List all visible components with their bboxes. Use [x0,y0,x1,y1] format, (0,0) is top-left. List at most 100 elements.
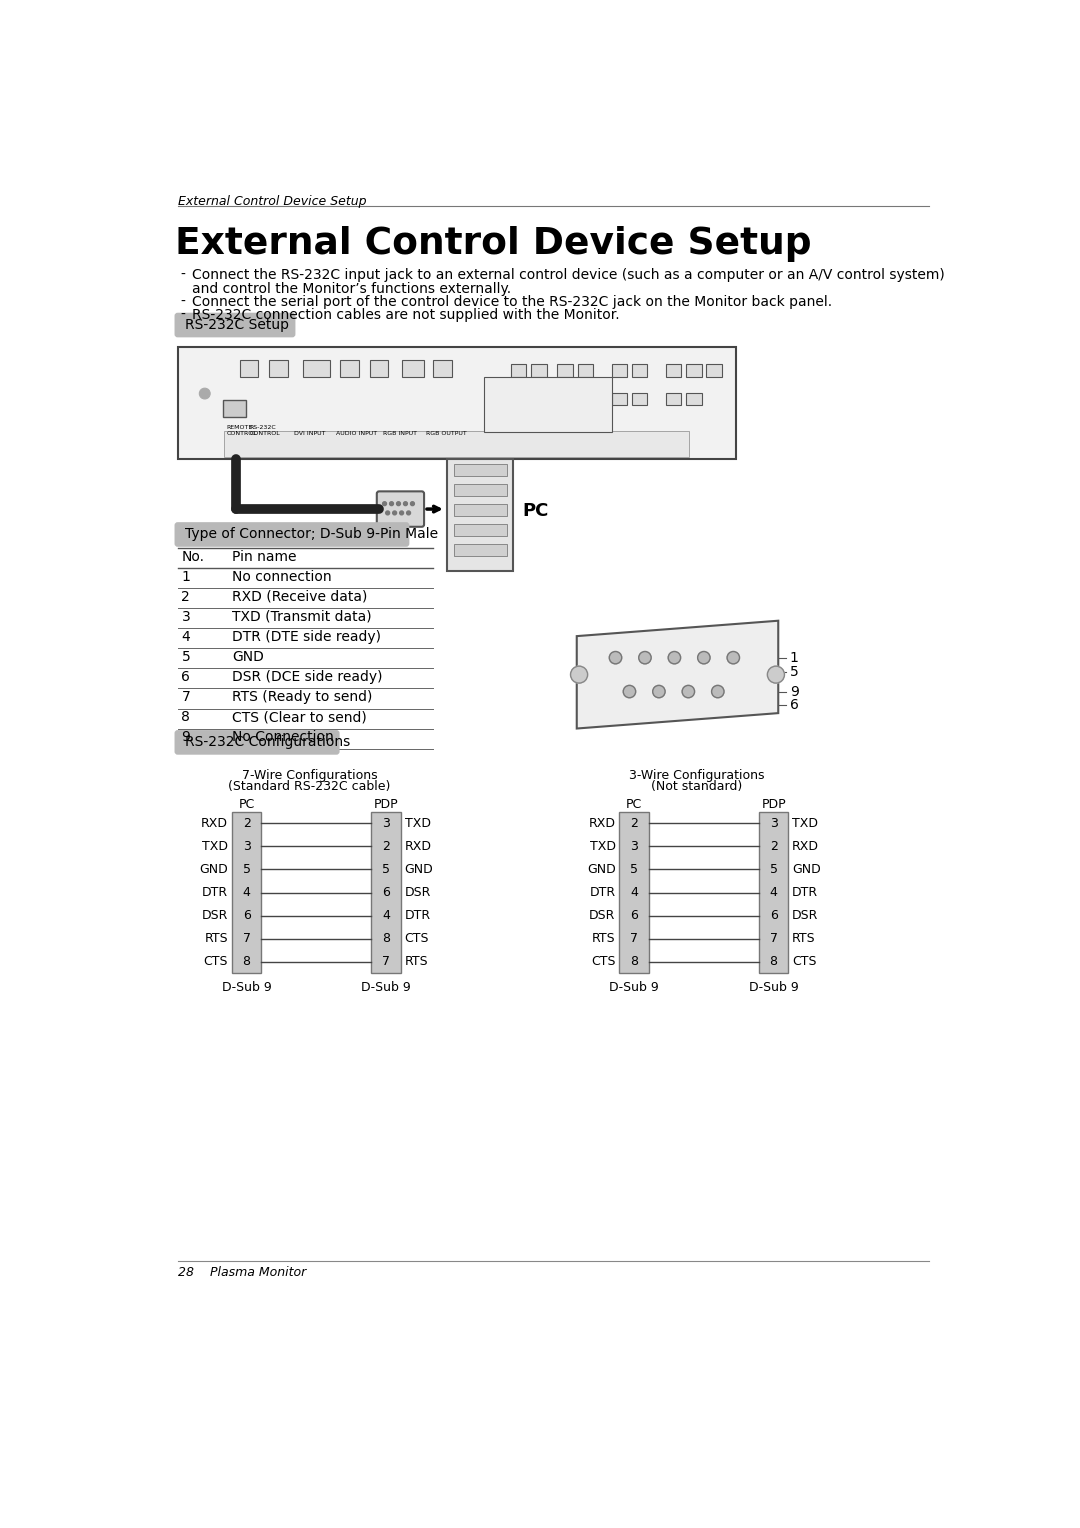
Text: 7: 7 [382,955,390,969]
Text: DTR: DTR [202,886,228,898]
Text: 6: 6 [181,669,190,685]
Text: DTR: DTR [793,886,819,898]
Bar [372,811,401,973]
Bar [531,364,546,376]
Bar [454,484,507,497]
Bar [666,393,681,405]
Text: 7-Wire Configurations: 7-Wire Configurations [242,769,377,781]
Text: 2: 2 [243,817,251,830]
Text: 4: 4 [770,886,778,898]
Text: DSR: DSR [589,909,616,921]
Text: RTS: RTS [592,932,616,946]
Text: Type of Connector; D-Sub 9-Pin Male: Type of Connector; D-Sub 9-Pin Male [186,527,438,541]
Bar [632,393,647,405]
FancyBboxPatch shape [175,523,409,547]
Text: (Standard RS-232C cable): (Standard RS-232C cable) [228,781,391,793]
Circle shape [390,501,393,506]
Text: CTS: CTS [203,955,228,969]
Text: (Not standard): (Not standard) [651,781,743,793]
Circle shape [683,686,694,698]
Text: GND: GND [793,863,821,876]
Circle shape [609,651,622,663]
Text: 3: 3 [770,817,778,830]
Text: RTS: RTS [793,932,815,946]
Text: 9: 9 [789,685,799,698]
Bar [686,364,702,376]
Circle shape [623,686,636,698]
Text: -: - [180,309,185,322]
Text: D-Sub 9: D-Sub 9 [609,981,659,995]
Text: DSR: DSR [793,909,819,921]
Text: 4: 4 [382,909,390,921]
Circle shape [400,510,404,515]
Circle shape [698,651,710,663]
Bar [511,393,526,405]
Text: -: - [180,295,185,309]
Text: and control the Monitor’s functions externally.: and control the Monitor’s functions exte… [192,283,512,296]
Circle shape [727,651,740,663]
Circle shape [393,510,396,515]
Text: GND: GND [199,863,228,876]
Bar [632,364,647,376]
Bar [177,347,735,458]
Text: DSR (DCE side ready): DSR (DCE side ready) [232,669,382,685]
Bar [454,524,507,536]
Bar [706,364,721,376]
Text: DSR: DSR [405,886,431,898]
Text: 3: 3 [181,610,190,623]
Circle shape [570,666,588,683]
Text: 3: 3 [630,840,638,853]
Text: 3: 3 [243,840,251,853]
Text: 6: 6 [789,698,799,712]
Text: TXD: TXD [793,817,819,830]
Text: Connect the serial port of the control device to the RS-232C jack on the Monitor: Connect the serial port of the control d… [192,295,833,309]
Text: 8: 8 [181,711,190,724]
Text: 28    Plasma Monitor: 28 Plasma Monitor [177,1267,306,1279]
FancyBboxPatch shape [377,492,424,527]
Text: TXD: TXD [405,817,431,830]
Text: GND: GND [232,649,264,665]
Text: PC: PC [523,503,549,520]
Text: 5: 5 [630,863,638,876]
Circle shape [407,510,410,515]
Text: PDP: PDP [761,798,786,811]
Bar [403,359,424,376]
Text: 6: 6 [630,909,638,921]
Bar [222,400,246,417]
Text: RXD: RXD [589,817,616,830]
Bar [232,811,261,973]
Text: 5: 5 [789,665,798,678]
Text: TXD: TXD [202,840,228,853]
Bar [340,359,359,376]
Text: DTR: DTR [405,909,431,921]
Bar [454,463,507,475]
Circle shape [652,686,665,698]
Text: 2: 2 [382,840,390,853]
Text: DTR (DTE side ready): DTR (DTE side ready) [232,630,381,643]
Text: 2: 2 [770,840,778,853]
Text: CTS: CTS [405,932,429,946]
Bar [303,359,330,376]
Text: 3-Wire Configurations: 3-Wire Configurations [630,769,765,781]
Text: Pin name: Pin name [232,550,296,564]
Text: RXD: RXD [793,840,820,853]
Text: 7: 7 [770,932,778,946]
Text: RGB INPUT: RGB INPUT [383,431,417,435]
Text: External Control Device Setup: External Control Device Setup [175,226,812,263]
Text: -: - [180,267,185,283]
Text: 4: 4 [243,886,251,898]
Text: 7: 7 [243,932,251,946]
Text: 5: 5 [243,863,251,876]
Bar [611,393,627,405]
Bar [454,504,507,516]
Text: RXD: RXD [201,817,228,830]
Text: PC: PC [239,798,255,811]
Text: D-Sub 9: D-Sub 9 [361,981,411,995]
Text: 1: 1 [181,570,190,584]
Text: 8: 8 [630,955,638,969]
Bar [557,393,572,405]
Text: RGB OUTPUT: RGB OUTPUT [426,431,467,435]
Text: 8: 8 [770,955,778,969]
Text: PDP: PDP [374,798,399,811]
Circle shape [386,510,390,515]
